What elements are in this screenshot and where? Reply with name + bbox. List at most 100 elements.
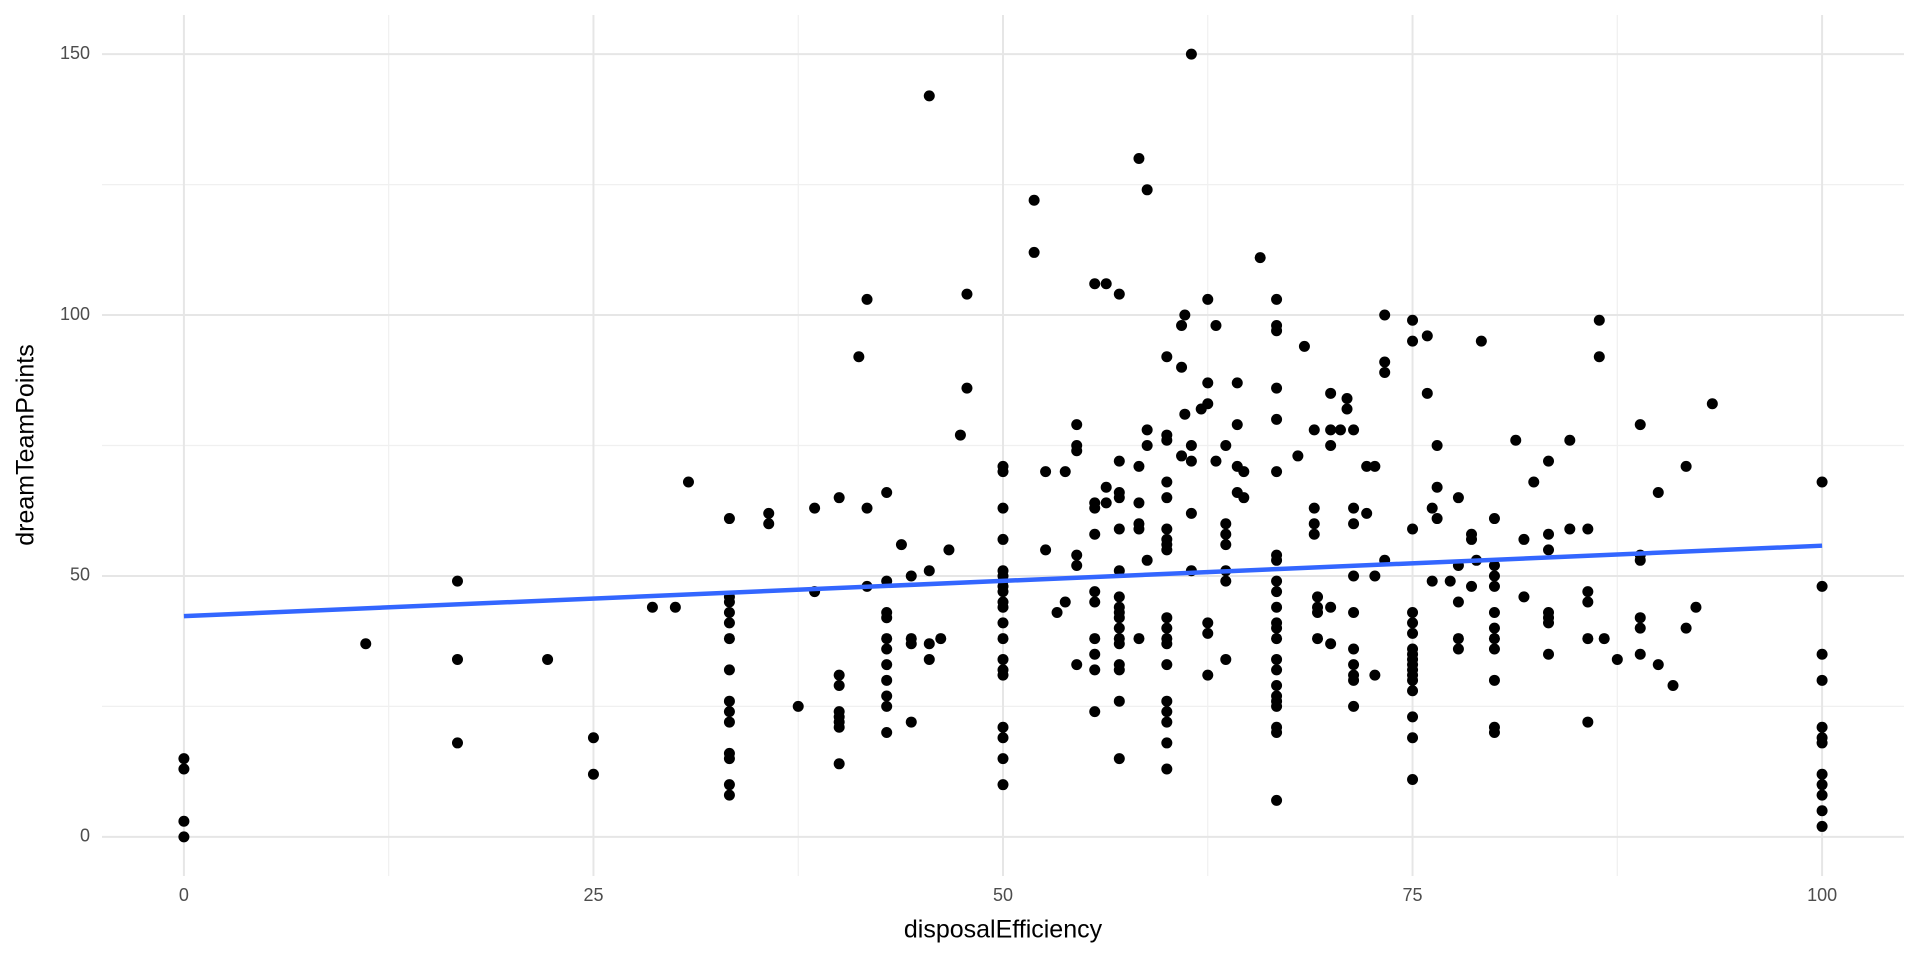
y-tick-label: 0 (80, 826, 90, 846)
y-tick-label: 50 (70, 565, 90, 585)
point (1680, 460, 1692, 472)
point (1348, 518, 1360, 530)
point (1407, 685, 1419, 697)
point (1161, 706, 1173, 718)
point (997, 502, 1009, 514)
point (542, 653, 554, 665)
point (1161, 622, 1173, 634)
x-tick-label: 0 (179, 885, 189, 905)
point (1185, 440, 1197, 451)
point (1100, 497, 1112, 509)
point (1161, 351, 1173, 363)
point (1706, 398, 1718, 410)
point (1271, 633, 1283, 645)
point (1238, 466, 1250, 478)
point (1040, 544, 1052, 556)
point (360, 638, 372, 650)
point (997, 533, 1009, 545)
point (1488, 570, 1500, 582)
point (1582, 586, 1594, 598)
point (1407, 711, 1419, 723)
point (723, 633, 735, 645)
point (1816, 648, 1828, 660)
point (1071, 659, 1083, 671)
point (923, 653, 935, 665)
point (1816, 789, 1828, 801)
point (1634, 419, 1646, 431)
point (1421, 387, 1433, 399)
point (1582, 523, 1594, 535)
point (1488, 643, 1500, 655)
point (1133, 633, 1145, 645)
point (1543, 455, 1555, 467)
point (1431, 440, 1443, 451)
point (881, 690, 893, 702)
point (1466, 580, 1478, 592)
point (1452, 492, 1464, 504)
point (1348, 424, 1360, 436)
point (723, 706, 735, 718)
point (1407, 732, 1419, 744)
point (1161, 476, 1173, 488)
point (935, 633, 947, 645)
point (997, 732, 1009, 744)
point (1543, 617, 1555, 629)
point (1100, 481, 1112, 493)
point (1210, 455, 1222, 467)
point (905, 638, 917, 650)
point (1028, 246, 1040, 258)
point (1271, 664, 1283, 676)
point (723, 789, 735, 801)
point (1816, 674, 1828, 686)
point (1816, 476, 1828, 488)
point (954, 429, 966, 441)
point (1161, 612, 1173, 624)
point (723, 695, 735, 707)
y-tick-label: 100 (60, 304, 90, 324)
point (1348, 700, 1360, 712)
point (833, 492, 845, 504)
x-tick-label: 50 (993, 885, 1013, 905)
point (1488, 580, 1500, 592)
point (1141, 424, 1153, 436)
point (1113, 492, 1125, 504)
point (1634, 622, 1646, 634)
point (1220, 653, 1232, 665)
point (1161, 763, 1173, 775)
point (1161, 695, 1173, 707)
point (1179, 309, 1191, 321)
y-tick-label: 150 (60, 43, 90, 63)
point (1431, 481, 1443, 493)
point (1634, 648, 1646, 660)
point (1543, 528, 1555, 540)
point (1816, 805, 1828, 817)
point (881, 643, 893, 655)
point (451, 653, 463, 665)
point (997, 633, 1009, 645)
point (1254, 252, 1266, 264)
point (178, 815, 190, 827)
point (943, 544, 955, 556)
point (1220, 518, 1232, 530)
point (1271, 325, 1283, 337)
point (881, 486, 893, 498)
point (905, 716, 917, 728)
point (1271, 293, 1283, 305)
point (861, 293, 873, 305)
point (1220, 440, 1232, 451)
point (1089, 502, 1101, 514)
point (1100, 278, 1112, 290)
point (1593, 351, 1605, 363)
point (1510, 434, 1522, 446)
point (1652, 659, 1664, 671)
point (961, 382, 973, 394)
point (1202, 617, 1214, 629)
point (923, 638, 935, 650)
point (1348, 502, 1360, 514)
point (1407, 674, 1419, 686)
point (451, 575, 463, 587)
point (1271, 575, 1283, 587)
point (1488, 560, 1500, 572)
point (1528, 476, 1540, 488)
